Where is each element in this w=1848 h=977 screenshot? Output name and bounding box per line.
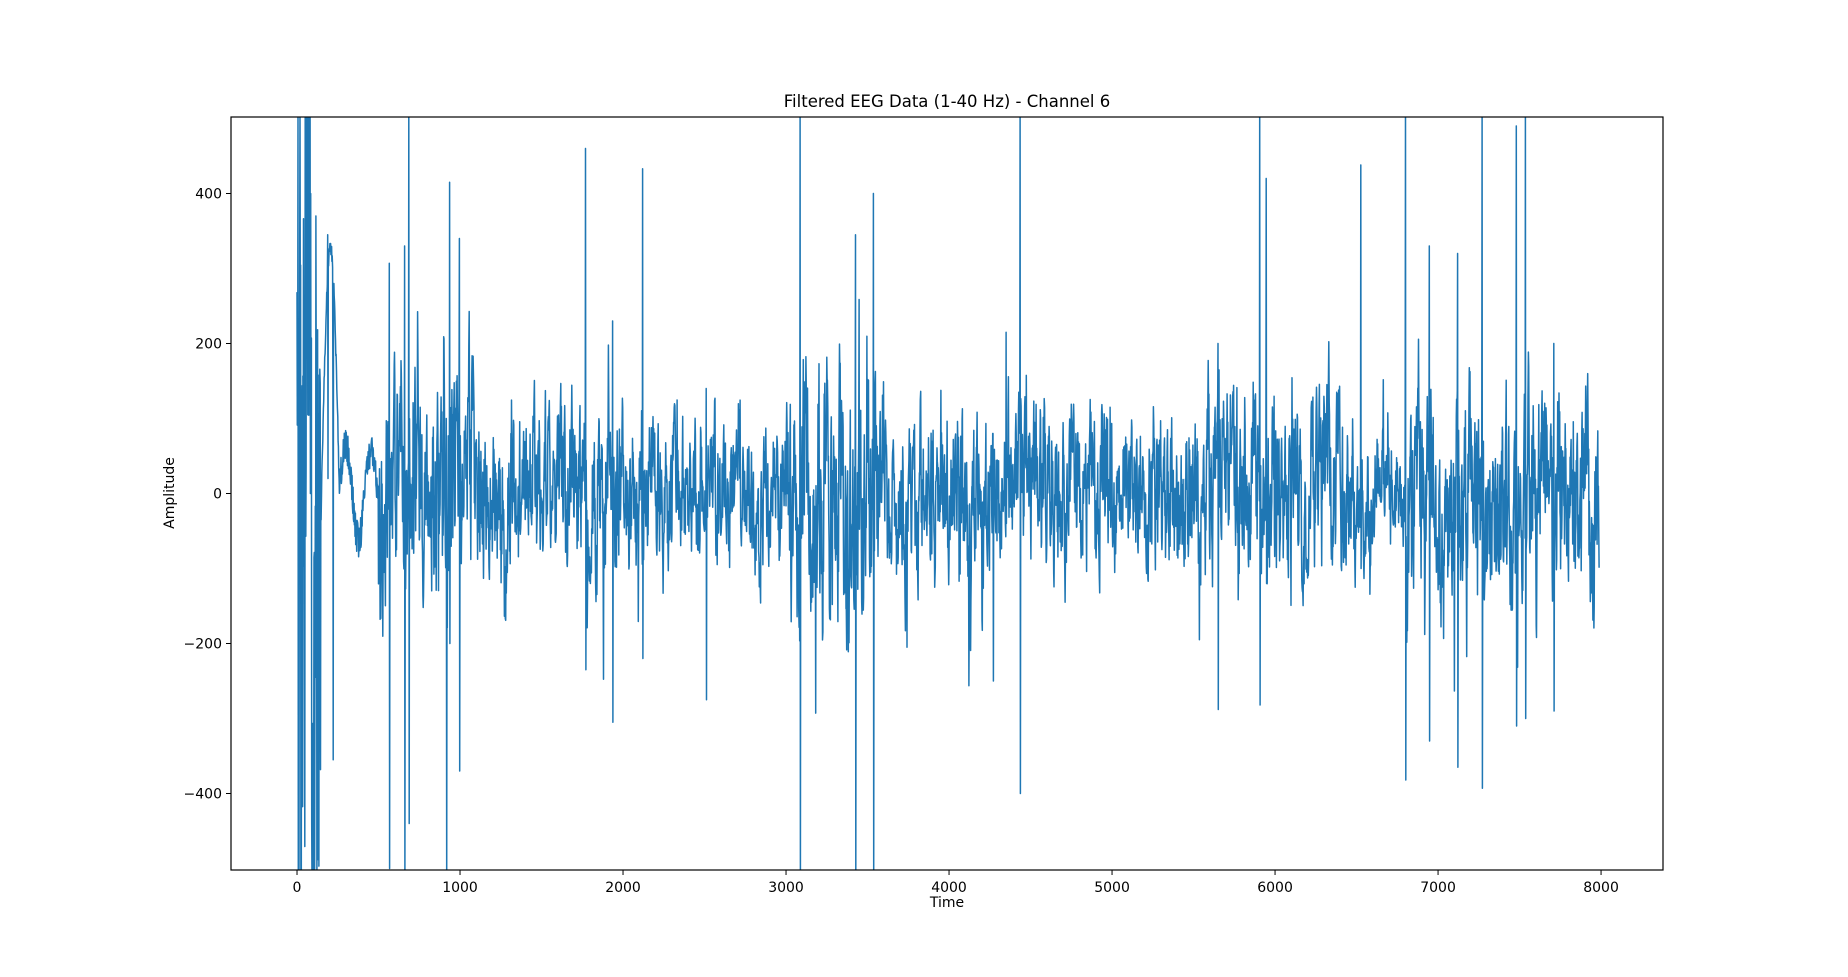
- y-tick-label: 0: [213, 487, 222, 503]
- x-tick-label: 0: [293, 880, 302, 896]
- y-tick-label: −400: [184, 787, 222, 803]
- x-tick-label: 4000: [931, 880, 967, 896]
- x-tick-label: 5000: [1094, 880, 1130, 896]
- y-tick-label: 200: [195, 337, 222, 353]
- y-axis-label: Amplitude: [162, 457, 178, 529]
- x-tick-label: 6000: [1257, 880, 1293, 896]
- x-tick-label: 2000: [605, 880, 641, 896]
- x-tick-label: 3000: [768, 880, 804, 896]
- y-axis-ticks: −400 −200 0 200 400: [184, 187, 231, 803]
- x-tick-label: 7000: [1420, 880, 1456, 896]
- x-tick-label: 1000: [442, 880, 478, 896]
- y-tick-label: 400: [195, 187, 222, 203]
- chart-title: Filtered EEG Data (1-40 Hz) - Channel 6: [783, 92, 1111, 111]
- x-tick-label: 8000: [1583, 880, 1619, 896]
- x-axis-label: Time: [929, 895, 965, 911]
- eeg-signal-line: [296, 117, 1600, 870]
- x-axis-ticks: 0 1000 2000 3000 4000 5000 6000 7000 8000: [293, 870, 1619, 896]
- y-tick-label: −200: [184, 637, 222, 653]
- eeg-signal-path: [296, 117, 1600, 870]
